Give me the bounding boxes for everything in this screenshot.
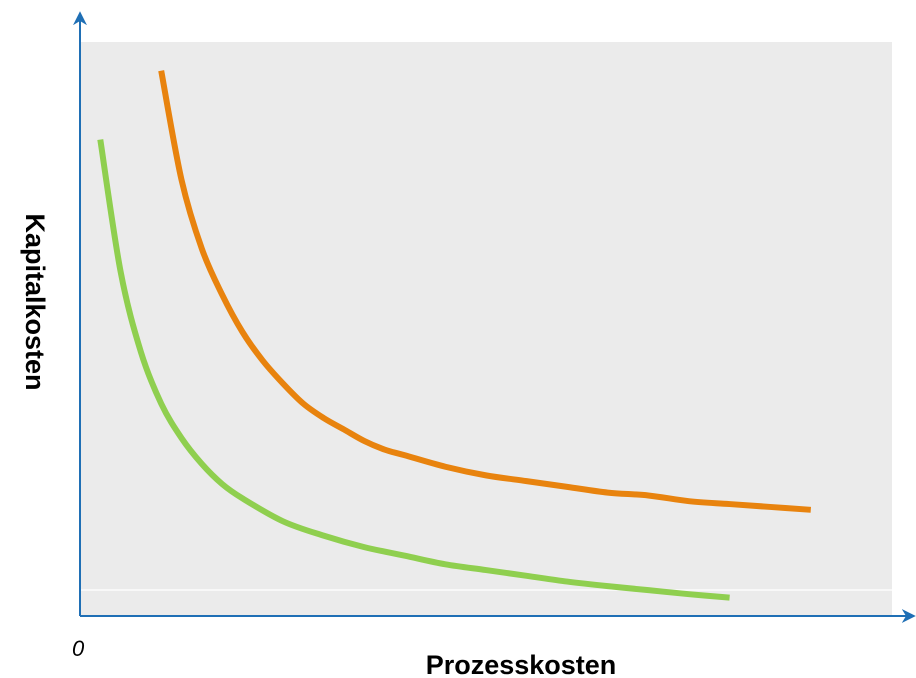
series-line-2 bbox=[97, 139, 730, 601]
series-line-1 bbox=[158, 70, 812, 513]
origin-label: 0 bbox=[72, 636, 85, 661]
x-axis-title: Prozesskosten bbox=[426, 650, 617, 678]
series-layer bbox=[97, 70, 812, 601]
plot-area bbox=[80, 42, 892, 616]
y-axis-title: Kapitalkosten bbox=[20, 213, 50, 390]
